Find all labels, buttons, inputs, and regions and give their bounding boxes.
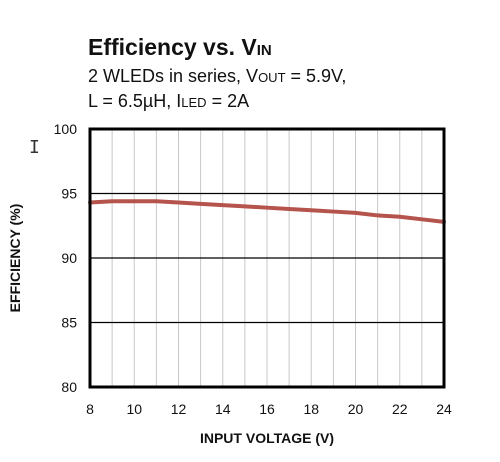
chart-subtitle-line-2: L = 6.5µH, ILED = 2A (88, 91, 249, 111)
subtitle-segment: L = 6.5µH, I (88, 91, 181, 111)
series-lines (88, 199, 446, 224)
x-tick-label: 16 (259, 401, 275, 417)
subtitle-segment: OUT (258, 70, 286, 85)
chart-title: Efficiency vs. VIN (88, 34, 272, 60)
text-cursor-icon: I (29, 137, 40, 158)
chart-subtitle-line-1: 2 WLEDs in series, VOUT = 5.9V, (88, 66, 346, 86)
y-tick-label: 100 (54, 121, 78, 137)
y-tick-label: 80 (61, 379, 77, 395)
x-tick-labels: 8 10 12 14 16 18 20 22 24 (86, 401, 452, 417)
y-tick-label: 95 (61, 186, 77, 202)
x-axis-label: INPUT VOLTAGE (V) (200, 430, 334, 446)
x-tick-label: 10 (126, 401, 142, 417)
title-subscript: IN (257, 42, 272, 59)
subtitle-segment: = 5.9V, (286, 66, 347, 86)
y-tick-label: 90 (61, 250, 77, 266)
x-tick-label: 22 (392, 401, 408, 417)
subtitle-segment: = 2A (207, 91, 250, 111)
x-tick-label: 12 (171, 401, 187, 417)
x-tick-label: 20 (348, 401, 364, 417)
title-main: Efficiency vs. V (88, 34, 257, 60)
x-tick-label: 8 (86, 401, 94, 417)
plot-frame (88, 127, 446, 389)
y-tick-label: 85 (61, 315, 77, 331)
x-tick-label: 24 (436, 401, 452, 417)
subtitle-segment: 2 WLEDs in series, V (88, 66, 258, 86)
y-tick-labels: 80 85 90 95 100 (54, 121, 78, 395)
x-tick-label: 18 (303, 401, 319, 417)
efficiency-series-line (88, 199, 446, 224)
y-axis-label: EFFICIENCY (%) (7, 204, 23, 313)
x-tick-label: 14 (215, 401, 231, 417)
grid-lines (90, 129, 444, 387)
subtitle-segment: LED (181, 95, 206, 110)
